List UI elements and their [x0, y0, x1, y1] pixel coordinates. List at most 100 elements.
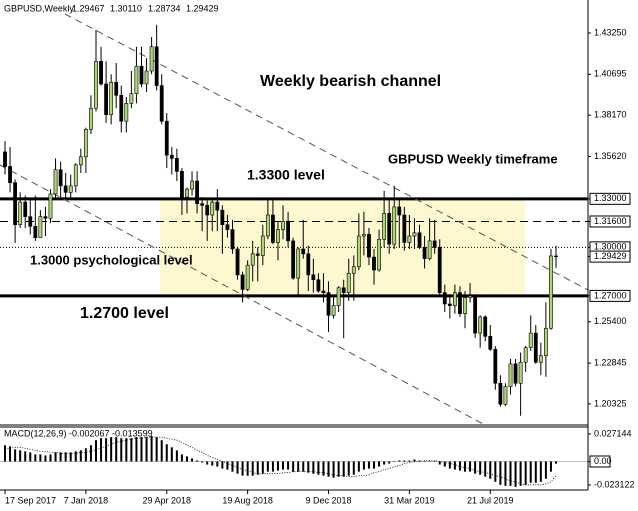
macd-bar	[115, 437, 118, 462]
macd-bar	[175, 450, 178, 462]
macd-bar	[383, 461, 386, 465]
candle-body	[351, 266, 356, 274]
candle-body	[533, 332, 538, 363]
candle-body	[99, 61, 103, 85]
candle-body	[523, 347, 528, 363]
macd-tick-label: -0.023122	[594, 479, 635, 489]
candles	[3, 24, 558, 416]
candle-body	[63, 185, 68, 193]
y-tick-label: 1.30000	[594, 242, 627, 252]
candle-body	[129, 93, 134, 104]
macd-tick-label: 0.027144	[594, 428, 632, 438]
candle-body	[362, 234, 366, 237]
y-tick-label: 1.31600	[594, 216, 627, 226]
macd-bar	[170, 447, 173, 462]
candle-body	[3, 151, 7, 167]
macd-bar	[287, 461, 290, 470]
macd-bar	[130, 438, 133, 462]
macd-bar	[191, 458, 194, 462]
macd-bar	[251, 461, 254, 476]
x-tick-label: 21 Jul 2019	[467, 495, 514, 505]
candle-body	[185, 188, 189, 198]
macd-bar	[180, 454, 183, 462]
macd-bar	[388, 461, 391, 464]
candle-body	[255, 253, 260, 256]
macd-bar	[428, 461, 431, 462]
candle-body	[346, 272, 351, 293]
macd-bar	[216, 461, 219, 467]
macd-bar	[155, 437, 158, 462]
candle-body	[48, 193, 53, 219]
macd-bar	[276, 461, 279, 471]
candle-body	[554, 255, 558, 258]
y-tick-label: 1.40695	[594, 69, 627, 79]
macd-bar	[231, 461, 234, 472]
candle-body	[260, 235, 265, 256]
macd-bar	[433, 461, 436, 462]
candle-body	[291, 240, 296, 279]
y-tick-label: 1.22845	[594, 357, 627, 367]
macd-bar	[549, 461, 552, 472]
candle-body	[387, 213, 392, 245]
macd-bar	[292, 461, 295, 472]
candle-body	[286, 221, 290, 242]
macd-bar	[357, 461, 360, 472]
macd-bar	[398, 460, 401, 462]
header-value: 1.30110	[110, 3, 142, 13]
candle-body	[180, 171, 184, 198]
macd-bar	[201, 461, 204, 463]
candle-body	[174, 158, 179, 172]
macd-bar	[297, 461, 300, 472]
candle-body	[392, 206, 397, 245]
macd-bar	[408, 460, 411, 462]
macd-bar	[145, 437, 148, 462]
candle-body	[68, 185, 73, 193]
y-tick-label: 1.29429	[594, 251, 627, 261]
macd-bar	[9, 446, 12, 462]
candle-body	[73, 164, 78, 187]
macd-bar	[34, 454, 37, 462]
candle-body	[104, 83, 109, 116]
macd-bar	[519, 461, 522, 486]
macd-bar	[499, 461, 502, 485]
macd-bar	[256, 461, 259, 475]
candle-body	[296, 248, 301, 279]
macd-bar	[74, 451, 77, 462]
macd-bar	[327, 461, 330, 477]
macd-bar	[489, 461, 492, 479]
macd-bar	[196, 460, 199, 462]
macd-bar	[494, 461, 497, 482]
y-tick-label: 1.25400	[594, 316, 627, 326]
macd-bar	[443, 461, 446, 467]
candle-body	[377, 238, 381, 271]
macd-bar	[54, 452, 57, 462]
macd-bar	[484, 461, 487, 477]
candle-body	[336, 287, 341, 306]
macd-bar	[534, 461, 537, 483]
macd-bar	[271, 461, 274, 472]
candle-body	[483, 316, 488, 337]
macd-bar	[474, 461, 477, 474]
macd-bar	[332, 461, 335, 478]
macd-label: MACD(12,26,9) -0.002067 -0.013599	[4, 428, 153, 438]
candle-body	[94, 61, 98, 109]
candle-body	[134, 65, 139, 94]
candle-body	[245, 264, 250, 290]
macd-bar	[89, 445, 92, 462]
candle-body	[382, 213, 387, 240]
candle-body	[164, 120, 169, 156]
macd-bar	[458, 461, 461, 471]
candle-body	[271, 214, 275, 243]
candle-body	[265, 214, 270, 237]
y-tick-label: 1.38170	[594, 110, 627, 120]
macd-bar	[100, 438, 103, 462]
candle-body	[154, 46, 159, 86]
macd-bar	[347, 461, 350, 476]
candle-body	[28, 216, 33, 227]
candle-body	[8, 166, 12, 183]
candle-body	[301, 248, 306, 255]
candle-body	[159, 85, 164, 122]
macd-bar	[150, 436, 153, 462]
candle-body	[538, 355, 543, 363]
macd-bar	[539, 461, 542, 482]
